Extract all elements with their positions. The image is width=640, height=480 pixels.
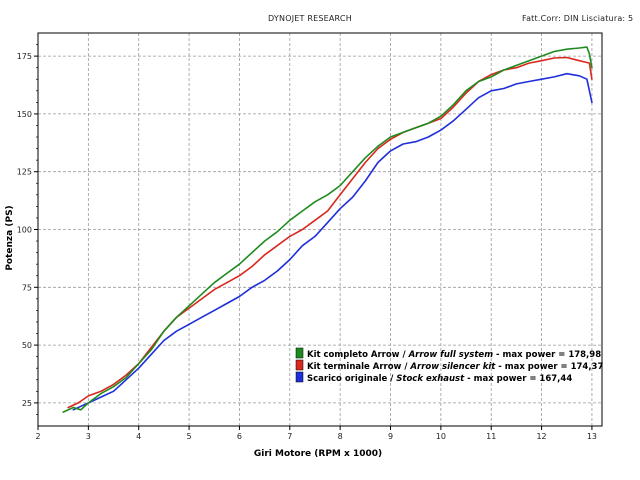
legend: Kit completo Arrow / Arrow full system -… xyxy=(295,347,603,384)
y-tick-label: 175 xyxy=(17,52,32,61)
legend-swatch xyxy=(295,359,304,371)
x-tick-label: 6 xyxy=(237,432,242,441)
series-layer xyxy=(62,46,593,413)
series-line-0 xyxy=(62,46,593,413)
x-tick-label: 3 xyxy=(86,432,91,441)
header-right: Fatt.Corr: DIN Lisciatura: 5 xyxy=(522,14,634,23)
x-tick-label: 5 xyxy=(187,432,192,441)
grid-layer xyxy=(38,33,602,426)
x-tick-label: 12 xyxy=(536,432,546,441)
x-tick-label: 11 xyxy=(486,432,496,441)
x-tick-label: 9 xyxy=(388,432,393,441)
y-tick-label: 150 xyxy=(17,110,32,119)
y-tick-label: 50 xyxy=(22,341,32,350)
header-left: DYNOJET RESEARCH xyxy=(268,14,352,23)
series-line-1 xyxy=(67,56,593,409)
legend-swatch xyxy=(295,371,304,383)
x-tick-label: 2 xyxy=(35,432,40,441)
x-axis-title: Giri Motore (RPM x 1000) xyxy=(254,449,382,459)
legend-entry: Kit completo Arrow / Arrow full system -… xyxy=(307,350,601,360)
y-tick-label: 25 xyxy=(22,399,32,408)
legend-entry: Scarico originale / Stock exhaust - max … xyxy=(307,374,572,384)
legend-entry: Kit terminale Arrow / Arrow silencer kit… xyxy=(307,362,603,372)
x-tick-label: 4 xyxy=(136,432,141,441)
axis-layer: 2 3 4 5 6 7 8 9 10 11 12 13 25 50 75 100 125 150 175 xyxy=(17,32,603,441)
y-axis-title: Potenza (PS) xyxy=(5,205,15,270)
y-tick-label: 100 xyxy=(17,226,32,235)
legend-swatch xyxy=(295,347,304,359)
x-tick-label: 7 xyxy=(287,432,292,441)
x-tick-label: 13 xyxy=(587,432,597,441)
y-tick-label: 125 xyxy=(17,168,32,177)
series-line-2 xyxy=(72,72,593,411)
x-tick-label: 10 xyxy=(436,432,446,441)
plot-frame xyxy=(37,32,603,427)
y-tick-label: 75 xyxy=(22,283,32,292)
x-tick-label: 8 xyxy=(338,432,343,441)
